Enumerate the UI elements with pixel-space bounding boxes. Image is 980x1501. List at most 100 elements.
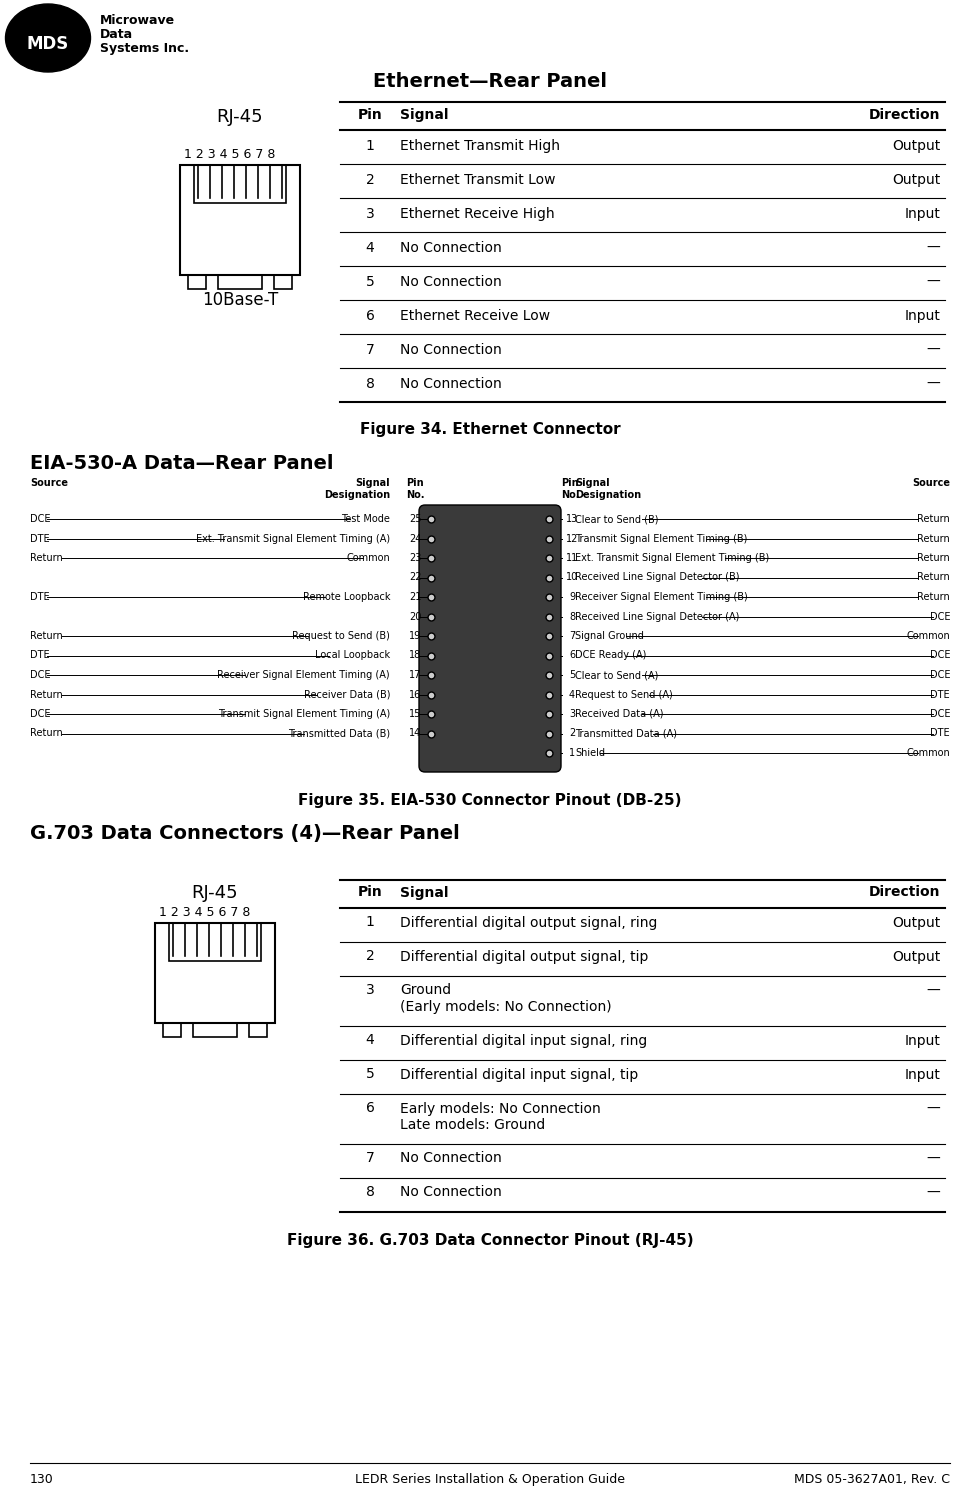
Text: 8: 8 xyxy=(366,1186,374,1199)
Text: 4: 4 xyxy=(366,1034,374,1048)
Text: Return: Return xyxy=(30,689,63,699)
Bar xyxy=(218,275,262,290)
Text: Signal: Signal xyxy=(400,886,449,899)
Bar xyxy=(188,275,206,290)
Text: Ethernet Transmit Low: Ethernet Transmit Low xyxy=(400,173,556,188)
Text: Signal: Signal xyxy=(400,108,449,122)
Bar xyxy=(274,275,292,290)
Text: —: — xyxy=(926,1151,940,1165)
Text: Signal
Designation: Signal Designation xyxy=(575,477,641,500)
Text: Input: Input xyxy=(905,1067,940,1082)
Text: —: — xyxy=(926,344,940,357)
Text: —: — xyxy=(926,1102,940,1115)
Text: Shield: Shield xyxy=(575,747,605,758)
Text: 24: 24 xyxy=(409,533,421,543)
Text: DTE: DTE xyxy=(30,650,50,660)
Text: Systems Inc.: Systems Inc. xyxy=(100,42,189,56)
Bar xyxy=(249,1022,267,1037)
Text: 4: 4 xyxy=(366,242,374,255)
Text: Return: Return xyxy=(917,591,950,602)
Text: 20: 20 xyxy=(409,611,421,621)
Text: Input: Input xyxy=(905,207,940,221)
Text: 23: 23 xyxy=(409,552,421,563)
Text: Ground
(Early models: No Connection): Ground (Early models: No Connection) xyxy=(400,983,612,1013)
Text: Transmit Signal Element Timing (B): Transmit Signal Element Timing (B) xyxy=(575,533,748,543)
Text: DCE: DCE xyxy=(30,708,51,719)
Text: 9: 9 xyxy=(569,591,575,602)
Text: Signal
Designation: Signal Designation xyxy=(323,477,390,500)
Text: Differential digital output signal, tip: Differential digital output signal, tip xyxy=(400,950,649,964)
Text: 22: 22 xyxy=(409,572,421,582)
Text: DCE: DCE xyxy=(929,708,950,719)
Text: Direction: Direction xyxy=(868,886,940,899)
Text: 1: 1 xyxy=(366,140,374,153)
Text: 10: 10 xyxy=(565,572,578,582)
Text: Common: Common xyxy=(906,630,950,641)
Text: DCE Ready (A): DCE Ready (A) xyxy=(575,650,647,660)
Text: 14: 14 xyxy=(409,728,421,738)
Text: Local Loopback: Local Loopback xyxy=(315,650,390,660)
Text: —: — xyxy=(926,377,940,390)
Text: G.703 Data Connectors (4)—Rear Panel: G.703 Data Connectors (4)—Rear Panel xyxy=(30,824,460,844)
Bar xyxy=(163,1022,181,1037)
Text: Differential digital input signal, tip: Differential digital input signal, tip xyxy=(400,1067,638,1082)
Text: Receiver Signal Element Timing (B): Receiver Signal Element Timing (B) xyxy=(575,591,748,602)
Text: Ethernet—Rear Panel: Ethernet—Rear Panel xyxy=(373,72,607,92)
Text: Output: Output xyxy=(892,173,940,188)
Text: Source: Source xyxy=(30,477,68,488)
Text: —: — xyxy=(926,275,940,290)
Text: Remote Loopback: Remote Loopback xyxy=(303,591,390,602)
Text: Common: Common xyxy=(346,552,390,563)
Text: 3: 3 xyxy=(366,207,374,221)
Text: Pin
No.: Pin No. xyxy=(406,477,424,500)
Text: 7: 7 xyxy=(568,630,575,641)
Text: Data: Data xyxy=(100,29,133,41)
Text: 18: 18 xyxy=(409,650,421,660)
Text: Source: Source xyxy=(912,477,950,488)
Text: Test Mode: Test Mode xyxy=(341,513,390,524)
Text: 130: 130 xyxy=(30,1472,54,1486)
Text: 4: 4 xyxy=(569,689,575,699)
Bar xyxy=(194,165,286,203)
Text: RJ-45: RJ-45 xyxy=(192,884,238,902)
Text: Output: Output xyxy=(892,950,940,964)
Text: 2: 2 xyxy=(366,950,374,964)
Text: No Connection: No Connection xyxy=(400,344,502,357)
Text: 8: 8 xyxy=(569,611,575,621)
Text: DCE: DCE xyxy=(30,669,51,680)
Text: Pin: Pin xyxy=(358,108,382,122)
Text: Output: Output xyxy=(892,916,940,929)
Text: 13: 13 xyxy=(565,513,578,524)
Text: Ext. Transmit Signal Element Timing (B): Ext. Transmit Signal Element Timing (B) xyxy=(575,552,769,563)
Text: Figure 34. Ethernet Connector: Figure 34. Ethernet Connector xyxy=(360,422,620,437)
Text: DTE: DTE xyxy=(30,533,50,543)
Text: 2: 2 xyxy=(568,728,575,738)
Bar xyxy=(193,1022,237,1037)
Text: DCE: DCE xyxy=(929,650,950,660)
Text: 6: 6 xyxy=(366,309,374,323)
Text: DCE: DCE xyxy=(30,513,51,524)
Text: Receiver Data (B): Receiver Data (B) xyxy=(304,689,390,699)
Text: No Connection: No Connection xyxy=(400,377,502,390)
Bar xyxy=(180,165,300,275)
Ellipse shape xyxy=(6,5,90,72)
Text: Ext. Transmit Signal Element Timing (A): Ext. Transmit Signal Element Timing (A) xyxy=(196,533,390,543)
Text: 1: 1 xyxy=(569,747,575,758)
Text: Clear to Send (A): Clear to Send (A) xyxy=(575,669,659,680)
Text: Return: Return xyxy=(917,533,950,543)
Text: 12: 12 xyxy=(565,533,578,543)
Text: Return: Return xyxy=(30,728,63,738)
Text: DCE: DCE xyxy=(929,669,950,680)
Text: No Connection: No Connection xyxy=(400,275,502,290)
Text: Ethernet Receive High: Ethernet Receive High xyxy=(400,207,555,221)
Text: 5: 5 xyxy=(366,275,374,290)
Text: 3: 3 xyxy=(366,983,374,998)
Text: Input: Input xyxy=(905,309,940,323)
Text: 17: 17 xyxy=(409,669,421,680)
Text: 16: 16 xyxy=(409,689,421,699)
Text: 25: 25 xyxy=(409,513,421,524)
Text: Return: Return xyxy=(30,552,63,563)
Text: Pin: Pin xyxy=(358,886,382,899)
Text: Direction: Direction xyxy=(868,108,940,122)
Text: 6: 6 xyxy=(366,1102,374,1115)
